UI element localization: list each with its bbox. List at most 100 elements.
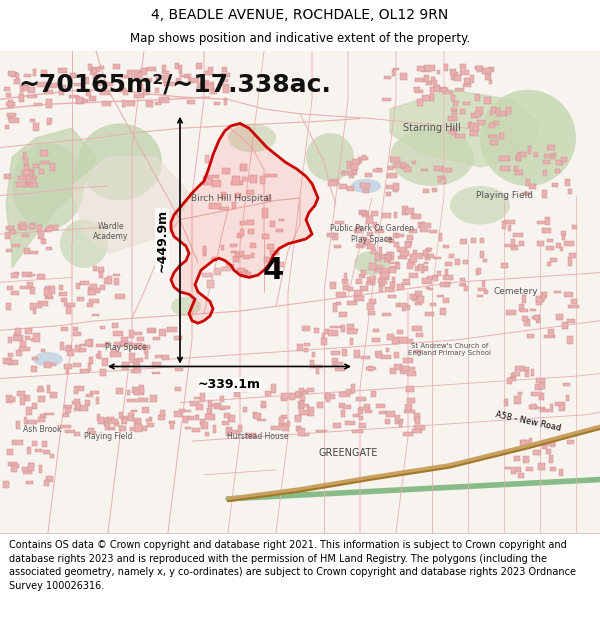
Bar <box>534 315 539 320</box>
Bar <box>27 95 37 98</box>
Bar <box>555 402 565 406</box>
Bar <box>387 252 394 259</box>
Bar <box>445 269 448 276</box>
Bar <box>534 407 545 409</box>
Bar <box>92 69 97 73</box>
Bar <box>26 420 37 424</box>
Bar <box>162 66 166 71</box>
Text: Wardle
Academy: Wardle Academy <box>94 222 128 241</box>
Bar <box>221 268 231 271</box>
Bar <box>17 176 26 180</box>
Bar <box>38 301 49 306</box>
Bar <box>565 179 570 186</box>
Bar <box>30 119 35 122</box>
Bar <box>549 454 553 463</box>
Bar <box>242 407 247 412</box>
Bar <box>79 99 88 102</box>
Bar <box>385 237 391 241</box>
Bar <box>205 432 209 436</box>
Bar <box>404 404 412 410</box>
Bar <box>23 85 28 88</box>
Bar <box>328 331 338 336</box>
Bar <box>23 86 29 91</box>
Bar <box>354 350 360 358</box>
Bar <box>307 388 314 392</box>
Bar <box>179 409 185 412</box>
Text: Map shows position and indicative extent of the property.: Map shows position and indicative extent… <box>130 32 470 45</box>
Bar <box>30 224 35 229</box>
Bar <box>407 371 416 376</box>
Bar <box>412 326 422 331</box>
Bar <box>238 425 242 432</box>
Bar <box>42 441 47 447</box>
Bar <box>424 65 434 71</box>
Bar <box>423 250 428 256</box>
Bar <box>330 326 341 329</box>
Bar <box>569 253 576 258</box>
Bar <box>25 328 32 334</box>
Bar <box>433 81 437 88</box>
Bar <box>488 136 497 138</box>
Ellipse shape <box>450 186 510 224</box>
Bar <box>451 127 455 134</box>
Bar <box>440 88 447 91</box>
Bar <box>322 332 325 338</box>
Bar <box>542 190 547 198</box>
Bar <box>44 412 54 415</box>
Bar <box>96 398 100 404</box>
Bar <box>544 336 554 338</box>
Bar <box>561 231 566 236</box>
Bar <box>355 291 362 296</box>
Bar <box>420 229 428 232</box>
Bar <box>339 184 347 189</box>
Bar <box>403 358 413 364</box>
Bar <box>535 384 542 390</box>
Bar <box>23 418 27 424</box>
Bar <box>164 82 175 86</box>
Text: Playing Field: Playing Field <box>84 432 132 441</box>
Bar <box>418 222 425 228</box>
Bar <box>452 111 457 114</box>
Bar <box>347 186 354 191</box>
Bar <box>530 392 541 396</box>
Bar <box>526 179 530 186</box>
Bar <box>373 169 382 171</box>
Bar <box>359 242 365 246</box>
Bar <box>28 87 35 93</box>
Bar <box>299 388 304 392</box>
Polygon shape <box>171 124 318 323</box>
Bar <box>568 258 572 266</box>
Bar <box>379 411 386 414</box>
Bar <box>333 303 337 312</box>
Bar <box>221 79 228 82</box>
Bar <box>359 416 363 419</box>
Bar <box>342 171 350 176</box>
Bar <box>132 343 142 348</box>
Bar <box>12 440 23 446</box>
Bar <box>100 418 109 422</box>
Bar <box>23 152 26 159</box>
Bar <box>405 242 411 248</box>
Bar <box>344 421 355 425</box>
Bar <box>344 272 347 281</box>
Bar <box>251 253 254 258</box>
Bar <box>200 82 207 88</box>
Bar <box>32 403 37 409</box>
Bar <box>389 262 398 264</box>
Bar <box>90 284 97 289</box>
Bar <box>24 74 31 78</box>
Bar <box>11 273 19 278</box>
Bar <box>542 444 547 449</box>
Bar <box>9 118 19 122</box>
Bar <box>427 248 432 250</box>
Bar <box>393 233 400 238</box>
Bar <box>482 69 491 74</box>
Bar <box>122 344 128 347</box>
Bar <box>79 348 86 351</box>
Bar <box>433 276 438 281</box>
Bar <box>88 428 94 430</box>
Bar <box>190 401 199 406</box>
Bar <box>50 392 57 398</box>
Bar <box>371 391 376 397</box>
Bar <box>4 88 10 91</box>
